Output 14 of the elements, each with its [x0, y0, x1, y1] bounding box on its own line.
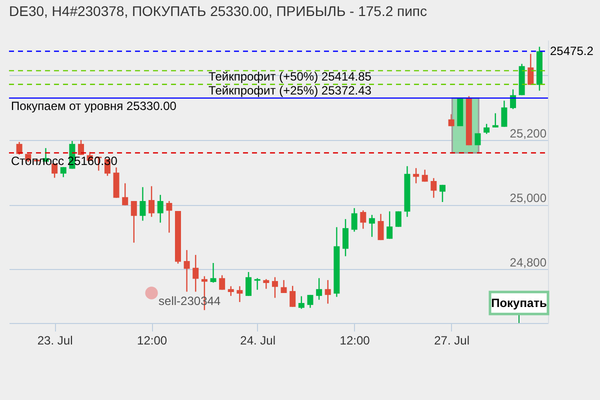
ref-line-label: 25475.2: [550, 44, 594, 58]
x-tick-label: 12:00: [340, 334, 370, 348]
x-tick-label: 27. Jul: [434, 334, 470, 348]
y-tick-label: 25,200: [510, 126, 547, 141]
x-tick-label: 12:00: [137, 334, 168, 348]
chart-title: DE30, H4#230378, ПОКУПАТЬ 25330.00, ПРИБЫЛЬ - 175.2 пипс: [9, 3, 428, 19]
ref-line-label: Покупаем от уровня 25330.00: [11, 99, 177, 114]
annotation: Покупать: [491, 296, 547, 310]
y-tick-label: 24,800: [510, 256, 547, 270]
y-tick-label: 25,000: [510, 191, 547, 206]
x-tick-label: 23. Jul: [37, 334, 73, 348]
ref-line-label: Тейкпрофит (+50%) 25414.85: [208, 70, 372, 84]
ref-line-label: Тейкпрофит (+25%) 25372.43: [208, 83, 372, 98]
x-tick-label: 24. Jul: [240, 334, 276, 348]
